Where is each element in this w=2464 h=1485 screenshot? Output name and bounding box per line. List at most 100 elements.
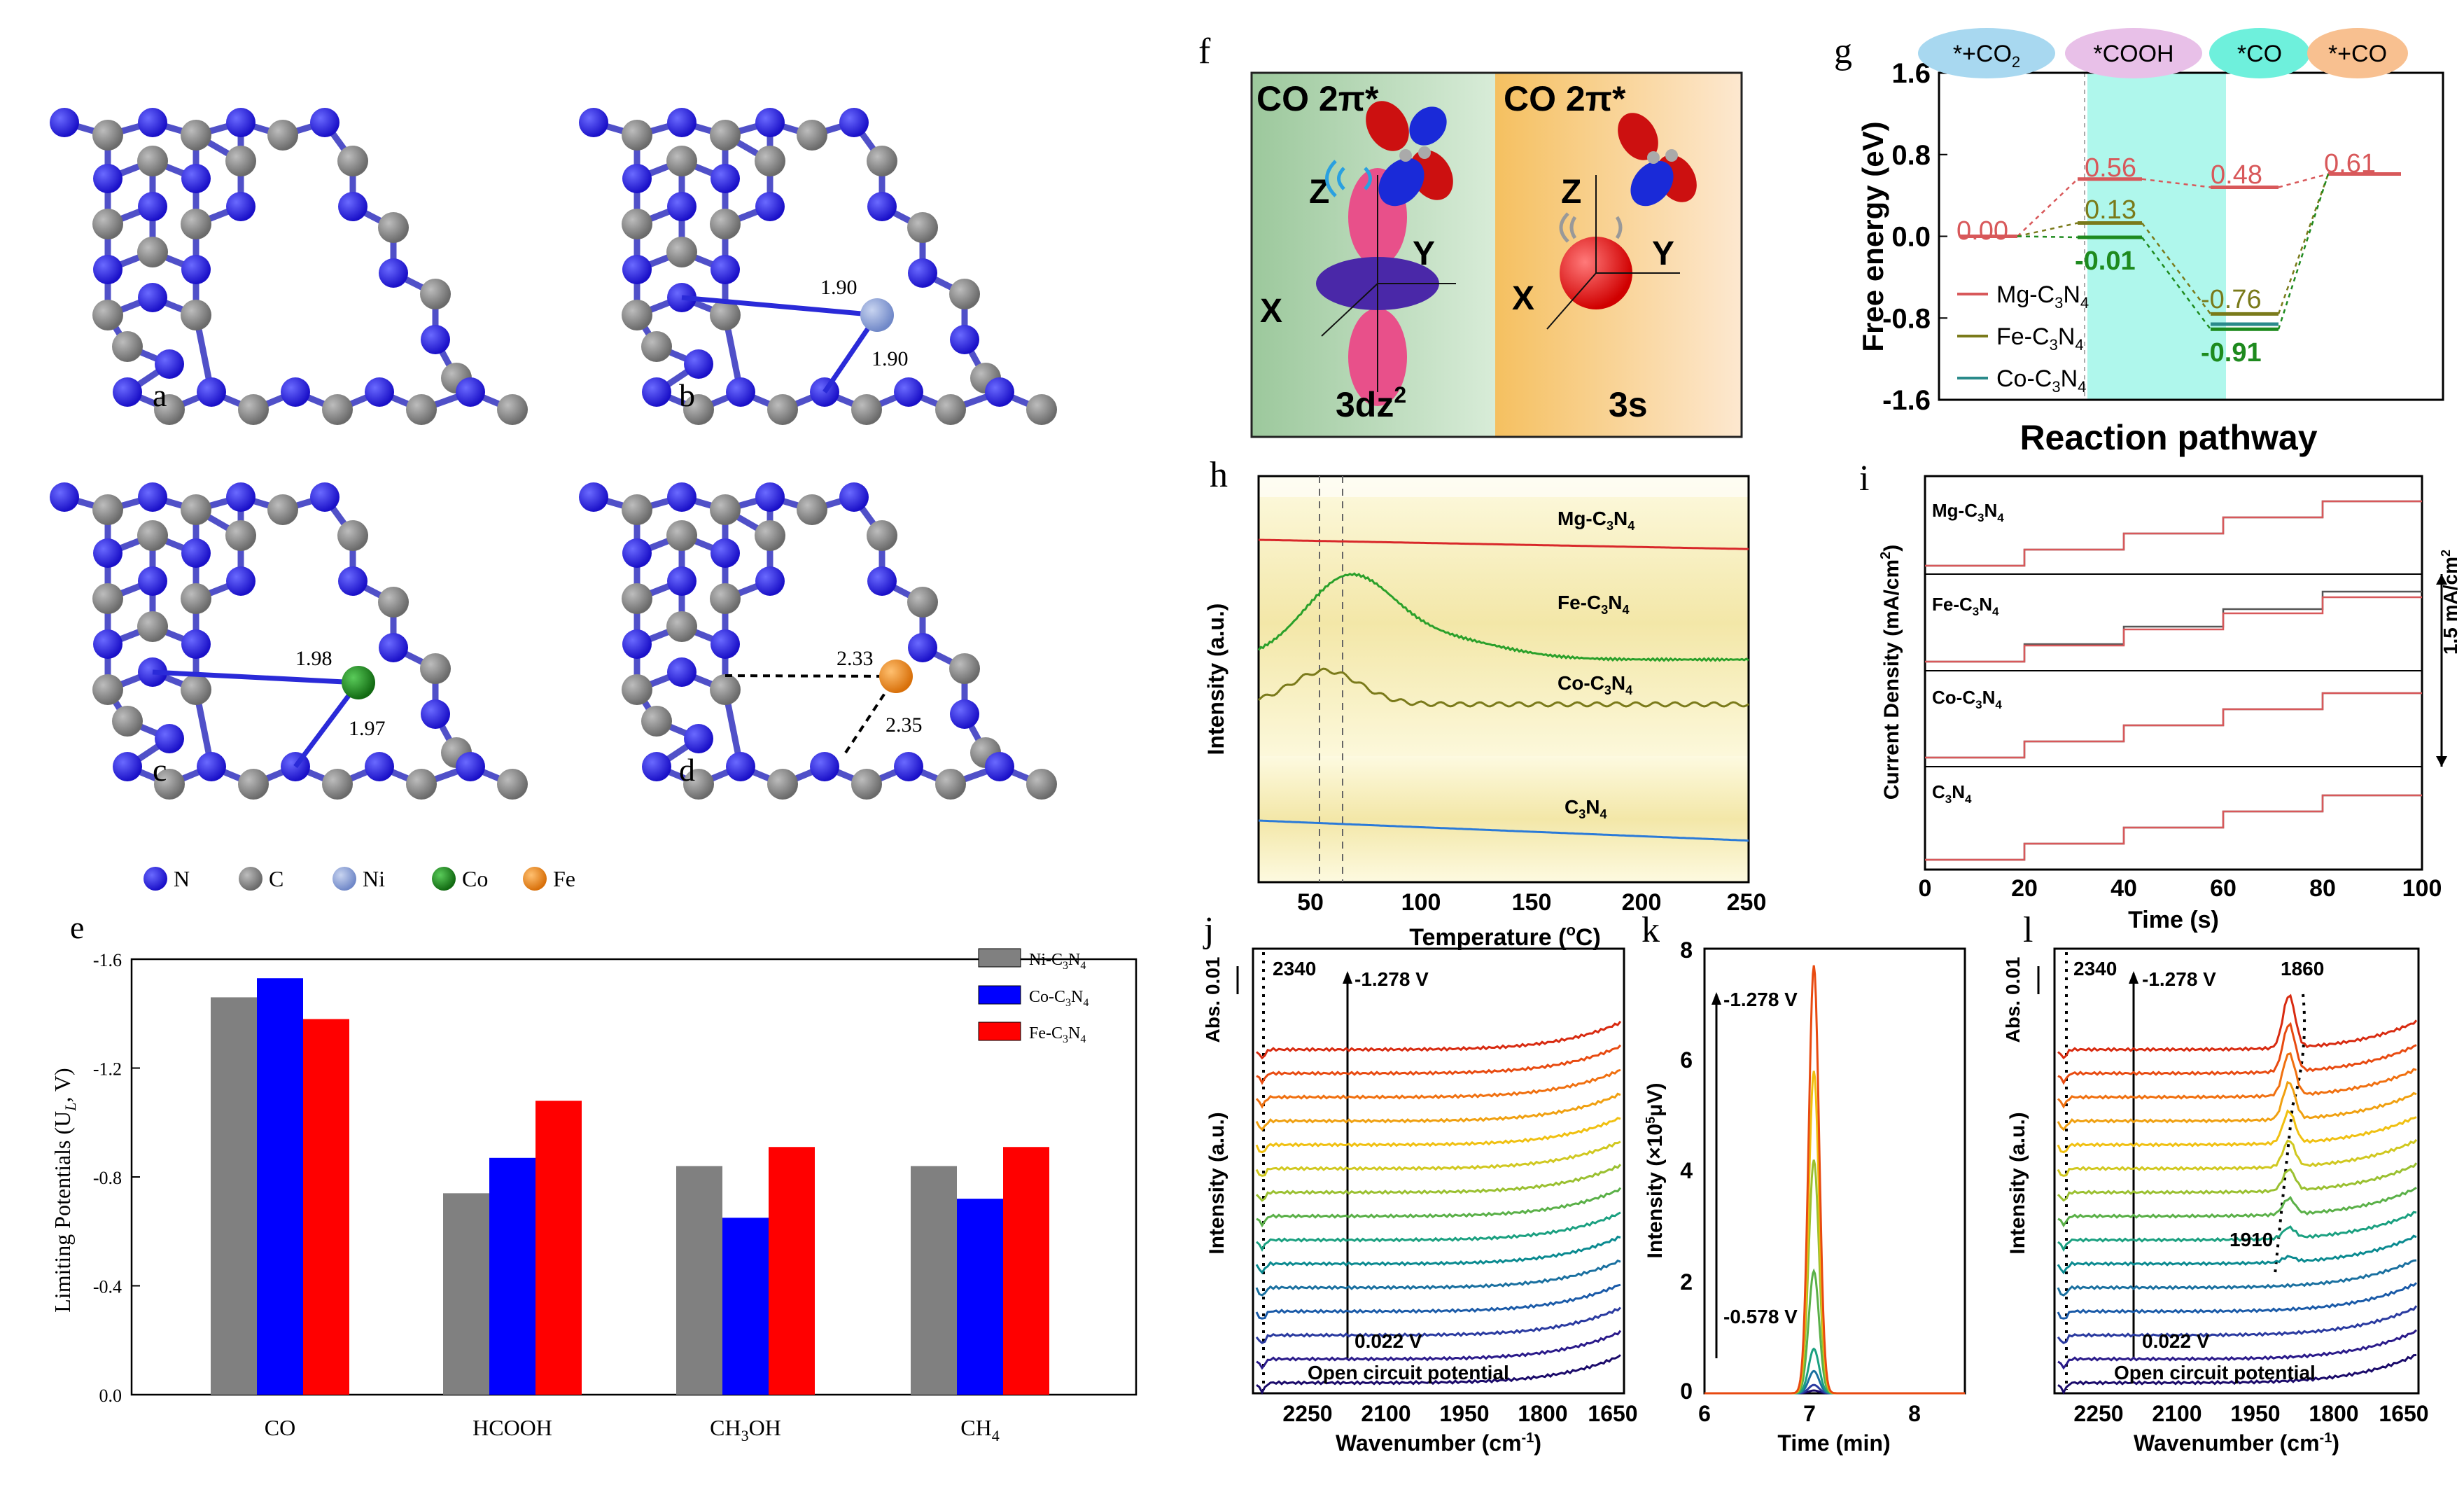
spectrum-trace (2057, 1329, 2418, 1370)
l-peak-1860: 1860 (2281, 958, 2324, 979)
j-tick-2100: 2100 (1361, 1401, 1410, 1426)
nitrogen-atom (684, 724, 713, 753)
l-tick-2250: 2250 (2073, 1401, 2123, 1426)
carbon-atom (666, 146, 697, 176)
nitrogen-atom (421, 325, 450, 354)
chart-e-ylabel: Limiting Potentials (UL, V) (50, 1068, 79, 1312)
g-val-1: 0.56 (2085, 153, 2136, 183)
spectrum-trace (1256, 1330, 1622, 1370)
nitrogen-atom (113, 377, 142, 407)
nitrogen-atom (908, 258, 937, 288)
j-ylabel: Intensity (a.u.) (1205, 1112, 1228, 1254)
i-tick-0: 0 (1919, 875, 1932, 902)
nitrogen-atom (667, 566, 696, 596)
panel-label-e: e (70, 909, 84, 945)
f-left-title: CO 2π* (1256, 79, 1379, 118)
carbon-atom (767, 394, 798, 425)
carbon-atom (181, 674, 211, 705)
g-val-7: -0.91 (2201, 338, 2262, 368)
k-ylabel: Intensity (×105μV) (1644, 1083, 1667, 1259)
h-series-c3n4: C3N4 (1564, 796, 1607, 821)
h-ylabel: Intensity (a.u.) (1203, 604, 1228, 755)
spectrum-trace (2057, 1211, 2417, 1253)
nitrogen-atom (894, 752, 923, 781)
nitrogen-atom (197, 377, 226, 407)
chart-e-ytick: -1.2 (93, 1059, 122, 1080)
carbon-atom (622, 120, 652, 151)
nitrogen-atom (667, 108, 696, 137)
legend-n: N (174, 866, 190, 891)
nitrogen-atom (138, 108, 167, 137)
chart-h (1257, 475, 1750, 884)
carbon-atom (378, 587, 409, 618)
i-step-trace (1925, 590, 2422, 663)
h-tick-50: 50 (1297, 889, 1324, 916)
i-step-trace (1925, 596, 2422, 663)
h-series-fe: Fe-C3N4 (1558, 592, 1630, 617)
legend-fe: Fe (553, 866, 575, 891)
bar-ni-c3n4-1 (443, 1193, 489, 1395)
carbon-atom (112, 331, 143, 362)
nitrogen-atom (138, 566, 167, 596)
k-xtick-8: 8 (1908, 1401, 1921, 1426)
carbon-atom (710, 674, 741, 705)
nitrogen-atom (226, 108, 255, 137)
l-bottom-v: 0.022 V (2142, 1330, 2210, 1352)
carbon-atom (267, 120, 298, 151)
nitrogen-atom (867, 192, 897, 221)
stage-co2: *+CO2 (1953, 41, 2020, 71)
bond-length-c1: 1.98 (295, 647, 332, 670)
bar-ni-c3n4-0 (211, 997, 257, 1395)
j-xlabel: Wavenumber (cm-1) (1336, 1430, 1541, 1456)
bond-length-d2: 2.35 (886, 713, 923, 737)
chromatogram-trace (1704, 1369, 1965, 1395)
k-xlabel: Time (min) (1777, 1430, 1890, 1456)
j-bottom-v: 0.022 V (1354, 1330, 1422, 1352)
chart-e: -1.6 -1.2 -0.8 -0.4 0.0 (93, 950, 1138, 1406)
g-ytick: 0.8 (1891, 140, 1931, 171)
i-tick-60: 60 (2210, 875, 2236, 902)
panel-label-i: i (1859, 459, 1869, 499)
bond-length-d1: 2.33 (836, 647, 874, 670)
i-step-trace (1925, 500, 2422, 567)
l-ocp: Open circuit potential (2114, 1362, 2316, 1383)
f-right-y: Y (1652, 235, 1674, 272)
spectrum-trace (2057, 1353, 2417, 1395)
chart-k (1703, 947, 1966, 1395)
carbon-atom (767, 769, 798, 800)
nitrogen-atom (755, 482, 785, 512)
nitrogen-atom (755, 192, 785, 221)
k-ytick-4: 4 (1680, 1158, 1693, 1183)
carbon-atom (683, 394, 714, 425)
structure-b (579, 108, 1057, 425)
spectrum-trace (1256, 1044, 1622, 1085)
carbon-atom (154, 769, 185, 800)
f-right-z: Z (1561, 174, 1581, 211)
l-peak-1910: 1910 (2230, 1229, 2273, 1250)
chart-e-cat-ch3oh: CH3OH (710, 1415, 781, 1444)
h-series-mg: Mg-C3N4 (1558, 508, 1634, 533)
carbon-atom (949, 279, 980, 309)
nitrogen-atom (226, 482, 255, 512)
structure-a (50, 108, 528, 425)
i-xlabel: Time (s) (2128, 907, 2219, 933)
legend-ni-c3n4: Ni-C3N4 (1029, 951, 1086, 972)
panel-label-g: g (1834, 32, 1852, 71)
spectrum-trace (1255, 1141, 1621, 1177)
carbon-atom (92, 300, 123, 330)
nitrogen-atom (421, 699, 450, 729)
chart-j (1236, 947, 1625, 1395)
bar-fe-c3n4-0 (303, 1019, 349, 1395)
nitrogen-atom (579, 108, 608, 137)
chart-e-ytick: 0.0 (99, 1386, 122, 1406)
carbon-atom (92, 674, 123, 705)
nitrogen-atom (456, 377, 485, 407)
g-connector (2017, 222, 2078, 237)
bond-length-b2: 1.90 (872, 347, 909, 370)
chromatogram-trace (1704, 1159, 1965, 1395)
g-val-6: -0.76 (2201, 285, 2262, 314)
chart-e-cat-co: CO (265, 1415, 295, 1440)
spectrum-trace (2057, 1138, 2418, 1177)
nitrogen-atom (93, 164, 122, 193)
carbon-atom (755, 146, 785, 176)
